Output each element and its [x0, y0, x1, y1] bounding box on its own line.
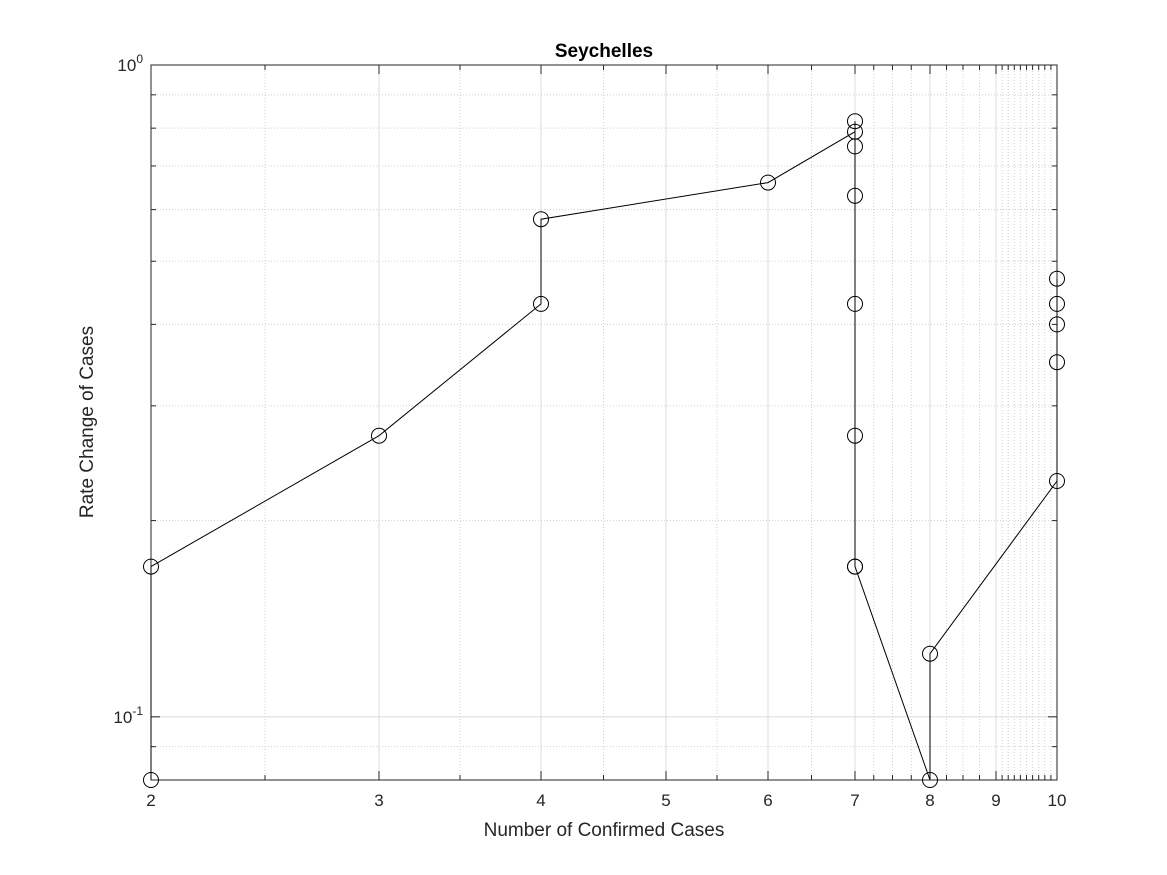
- data-point: [760, 174, 776, 191]
- chart-title: Seychelles: [555, 41, 653, 62]
- data-point: [143, 772, 159, 788]
- y-tick-label-exponent: -1: [132, 704, 143, 718]
- x-tick-label: 4: [536, 791, 545, 810]
- y-tick-label-base: 10: [113, 708, 132, 727]
- x-tick-label: 10: [1048, 791, 1067, 810]
- data-point: [847, 138, 863, 155]
- data-point: [1049, 354, 1065, 371]
- data-point: [533, 211, 549, 228]
- data-point: [1049, 295, 1065, 312]
- x-tick-label: 2: [146, 791, 155, 810]
- data-point: [847, 427, 863, 444]
- data-point: [371, 427, 387, 444]
- y-tick-label-exponent: 0: [136, 52, 143, 66]
- y-tick-label-base: 10: [117, 56, 136, 75]
- y-tick-label: 10-1: [113, 704, 143, 727]
- x-tick-label: 5: [661, 791, 670, 810]
- x-tick-label: 7: [850, 791, 859, 810]
- x-tick-label: 8: [925, 791, 934, 810]
- data-point: [1049, 473, 1065, 489]
- series-line: [150, 121, 1058, 781]
- data-point: [847, 558, 863, 575]
- data-point: [847, 187, 863, 204]
- data-point: [143, 558, 159, 575]
- data-point: [533, 295, 549, 312]
- data-point: [1049, 316, 1065, 333]
- x-axis-label: Number of Confirmed Cases: [484, 820, 725, 841]
- data-point: [922, 645, 938, 662]
- y-axis-label: Rate Change of Cases: [77, 326, 98, 518]
- data-point: [922, 772, 938, 788]
- series: [143, 113, 1065, 788]
- x-tick-label: 3: [374, 791, 383, 810]
- y-tick-label: 100: [117, 52, 143, 75]
- data-point: [847, 295, 863, 312]
- data-point: [1049, 270, 1065, 287]
- x-tick-label: 6: [763, 791, 772, 810]
- data-point: [847, 113, 863, 130]
- x-tick-label: 9: [991, 791, 1000, 810]
